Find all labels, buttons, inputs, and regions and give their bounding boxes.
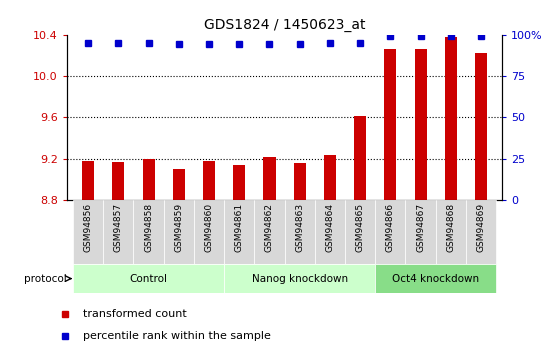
Text: percentile rank within the sample: percentile rank within the sample — [83, 331, 271, 341]
Bar — [224, 200, 254, 264]
Bar — [73, 264, 224, 293]
Bar — [375, 200, 406, 264]
Text: GSM94866: GSM94866 — [386, 203, 395, 253]
Text: Nanog knockdown: Nanog knockdown — [252, 274, 348, 284]
Bar — [436, 200, 466, 264]
Text: GSM94858: GSM94858 — [144, 203, 153, 253]
Bar — [233, 165, 246, 200]
Bar — [285, 200, 315, 264]
Bar — [112, 162, 124, 200]
Bar — [466, 200, 496, 264]
Text: GSM94869: GSM94869 — [477, 203, 485, 253]
Text: GSM94859: GSM94859 — [174, 203, 183, 253]
Text: Oct4 knockdown: Oct4 knockdown — [392, 274, 479, 284]
Text: Control: Control — [129, 274, 167, 284]
Bar — [406, 200, 436, 264]
Bar — [82, 161, 94, 200]
Bar — [384, 49, 396, 200]
Text: GSM94857: GSM94857 — [114, 203, 123, 253]
Bar — [203, 161, 215, 200]
Bar — [173, 169, 185, 200]
Text: GSM94856: GSM94856 — [84, 203, 93, 253]
Text: GSM94864: GSM94864 — [325, 203, 334, 252]
Bar — [445, 37, 457, 200]
Text: GSM94865: GSM94865 — [355, 203, 364, 253]
Bar — [354, 116, 366, 200]
Text: transformed count: transformed count — [83, 309, 186, 318]
Bar — [142, 159, 155, 200]
Bar — [294, 163, 306, 200]
Bar — [415, 49, 427, 200]
Bar — [375, 264, 496, 293]
Bar — [194, 200, 224, 264]
Title: GDS1824 / 1450623_at: GDS1824 / 1450623_at — [204, 18, 365, 32]
Bar — [315, 200, 345, 264]
Text: protocol: protocol — [23, 274, 66, 284]
Bar — [254, 200, 285, 264]
Text: GSM94867: GSM94867 — [416, 203, 425, 253]
Bar — [324, 155, 336, 200]
Bar — [263, 157, 276, 200]
Text: GSM94861: GSM94861 — [235, 203, 244, 253]
Text: GSM94868: GSM94868 — [446, 203, 455, 253]
Bar — [475, 53, 487, 200]
Text: GSM94862: GSM94862 — [265, 203, 274, 252]
Bar — [163, 200, 194, 264]
Bar — [73, 200, 103, 264]
Bar — [345, 200, 376, 264]
Bar — [224, 264, 375, 293]
Bar — [103, 200, 133, 264]
Bar — [133, 200, 163, 264]
Text: GSM94863: GSM94863 — [295, 203, 304, 253]
Text: GSM94860: GSM94860 — [205, 203, 214, 253]
